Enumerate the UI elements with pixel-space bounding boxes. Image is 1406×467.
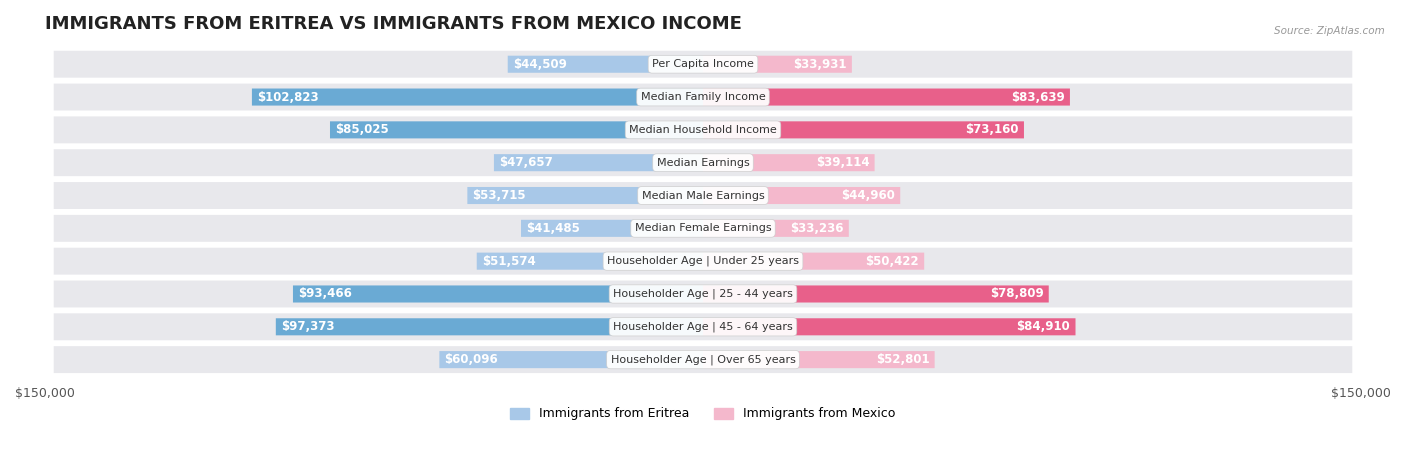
- FancyBboxPatch shape: [53, 182, 1353, 209]
- Text: $44,960: $44,960: [841, 189, 896, 202]
- Text: $60,096: $60,096: [444, 353, 498, 366]
- Legend: Immigrants from Eritrea, Immigrants from Mexico: Immigrants from Eritrea, Immigrants from…: [505, 403, 901, 425]
- FancyBboxPatch shape: [477, 253, 703, 270]
- FancyBboxPatch shape: [276, 318, 703, 335]
- FancyBboxPatch shape: [703, 253, 924, 270]
- Text: $85,025: $85,025: [335, 123, 389, 136]
- Text: $83,639: $83,639: [1011, 91, 1064, 104]
- FancyBboxPatch shape: [53, 346, 1353, 373]
- Text: Source: ZipAtlas.com: Source: ZipAtlas.com: [1274, 26, 1385, 35]
- FancyBboxPatch shape: [703, 89, 1070, 106]
- Text: Householder Age | Over 65 years: Householder Age | Over 65 years: [610, 354, 796, 365]
- FancyBboxPatch shape: [703, 187, 900, 204]
- Text: Per Capita Income: Per Capita Income: [652, 59, 754, 69]
- FancyBboxPatch shape: [439, 351, 703, 368]
- Text: $73,160: $73,160: [965, 123, 1019, 136]
- FancyBboxPatch shape: [508, 56, 703, 73]
- FancyBboxPatch shape: [703, 285, 1049, 303]
- Text: $102,823: $102,823: [257, 91, 319, 104]
- Text: $39,114: $39,114: [815, 156, 869, 169]
- FancyBboxPatch shape: [53, 248, 1353, 275]
- FancyBboxPatch shape: [522, 220, 703, 237]
- Text: $47,657: $47,657: [499, 156, 553, 169]
- FancyBboxPatch shape: [53, 215, 1353, 242]
- FancyBboxPatch shape: [292, 285, 703, 303]
- Text: $78,809: $78,809: [990, 288, 1043, 300]
- FancyBboxPatch shape: [467, 187, 703, 204]
- FancyBboxPatch shape: [703, 56, 852, 73]
- Text: Median Female Earnings: Median Female Earnings: [634, 223, 772, 234]
- Text: Householder Age | 25 - 44 years: Householder Age | 25 - 44 years: [613, 289, 793, 299]
- Text: $93,466: $93,466: [298, 288, 352, 300]
- FancyBboxPatch shape: [53, 84, 1353, 111]
- FancyBboxPatch shape: [53, 51, 1353, 78]
- Text: $33,236: $33,236: [790, 222, 844, 235]
- FancyBboxPatch shape: [703, 351, 935, 368]
- Text: $84,910: $84,910: [1017, 320, 1070, 333]
- FancyBboxPatch shape: [330, 121, 703, 138]
- Text: Median Household Income: Median Household Income: [628, 125, 778, 135]
- Text: $44,509: $44,509: [513, 58, 567, 71]
- FancyBboxPatch shape: [53, 313, 1353, 340]
- FancyBboxPatch shape: [53, 149, 1353, 176]
- Text: $41,485: $41,485: [526, 222, 581, 235]
- Text: Householder Age | Under 25 years: Householder Age | Under 25 years: [607, 256, 799, 266]
- FancyBboxPatch shape: [252, 89, 703, 106]
- FancyBboxPatch shape: [494, 154, 703, 171]
- Text: $52,801: $52,801: [876, 353, 929, 366]
- Text: $33,931: $33,931: [793, 58, 846, 71]
- FancyBboxPatch shape: [703, 121, 1024, 138]
- FancyBboxPatch shape: [53, 116, 1353, 143]
- FancyBboxPatch shape: [703, 220, 849, 237]
- Text: Householder Age | 45 - 64 years: Householder Age | 45 - 64 years: [613, 322, 793, 332]
- Text: $53,715: $53,715: [472, 189, 526, 202]
- Text: Median Earnings: Median Earnings: [657, 158, 749, 168]
- FancyBboxPatch shape: [53, 281, 1353, 307]
- Text: $97,373: $97,373: [281, 320, 335, 333]
- FancyBboxPatch shape: [703, 318, 1076, 335]
- Text: $50,422: $50,422: [865, 255, 920, 268]
- Text: IMMIGRANTS FROM ERITREA VS IMMIGRANTS FROM MEXICO INCOME: IMMIGRANTS FROM ERITREA VS IMMIGRANTS FR…: [45, 15, 742, 33]
- Text: $51,574: $51,574: [482, 255, 536, 268]
- Text: Median Male Earnings: Median Male Earnings: [641, 191, 765, 200]
- Text: Median Family Income: Median Family Income: [641, 92, 765, 102]
- FancyBboxPatch shape: [703, 154, 875, 171]
